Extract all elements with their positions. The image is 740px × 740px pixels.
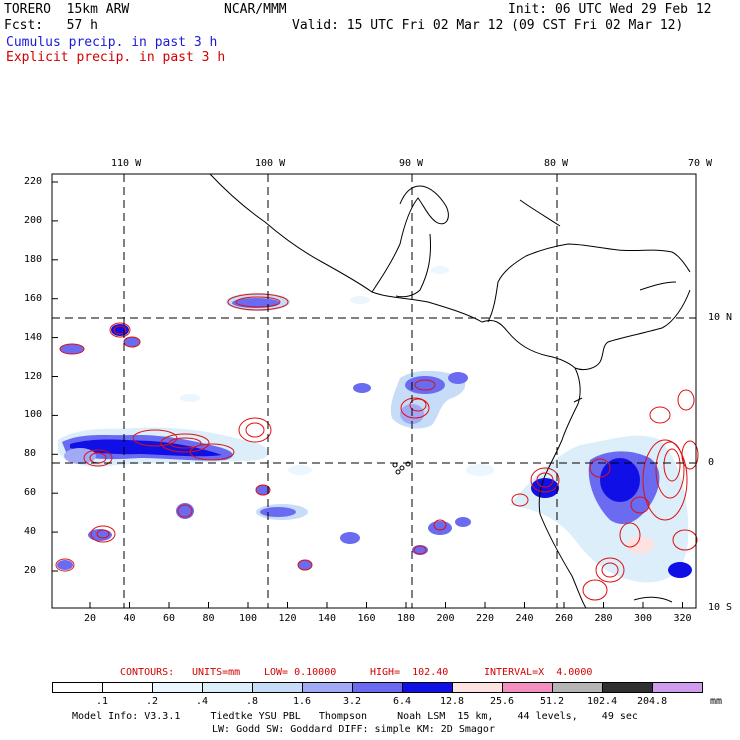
- model-title: TORERO 15km ARW: [4, 2, 130, 17]
- contour-low: LOW= 0.10000: [264, 667, 337, 678]
- contour-units: UNITS=mm: [192, 667, 241, 678]
- colorbar-swatch: [552, 682, 603, 693]
- x-tick-label: 140: [318, 613, 337, 624]
- colorbar-swatch: [252, 682, 303, 693]
- contour-title: CONTOURS:: [120, 667, 175, 678]
- lon-label-80w: 80 W: [544, 158, 569, 169]
- colorbar-swatch: [102, 682, 153, 693]
- x-tick-label: 120: [278, 613, 297, 624]
- precip-cell: [60, 344, 84, 354]
- colorbar-unit: mm: [710, 696, 723, 707]
- colorbar-swatch: [602, 682, 653, 693]
- precip-cell: [455, 517, 471, 527]
- x-tick-label: 200: [436, 613, 455, 624]
- x-tick-label: 220: [476, 613, 495, 624]
- colorbar-label: .4: [196, 696, 209, 707]
- x-tick-label: 160: [357, 613, 376, 624]
- y-tick-label: 40: [24, 526, 37, 538]
- colorbar-label: 12.8: [440, 696, 465, 707]
- colorbar-swatch: [352, 682, 403, 693]
- y-tick-label: 140: [24, 331, 43, 343]
- lon-label-100w: 100 W: [255, 158, 286, 169]
- contour-high: HIGH= 102.40: [370, 667, 449, 678]
- colorbar-label: .2: [146, 696, 159, 707]
- colorbar-label: .1: [96, 696, 109, 707]
- precip-cell: [353, 383, 371, 393]
- colorbar-swatch: [502, 682, 553, 693]
- colorbar-label: 204.8: [637, 696, 668, 707]
- precip-cell: [405, 376, 445, 394]
- x-tick-label: 240: [515, 613, 534, 624]
- x-tick-label: 20: [84, 613, 97, 624]
- precip-cell: [256, 485, 270, 495]
- lat-label-10n: 10 N: [708, 312, 733, 323]
- y-tick-label: 120: [24, 370, 43, 382]
- lon-label-70w: 70 W: [688, 158, 713, 169]
- x-tick-label: 180: [397, 613, 416, 624]
- colorbar-label: 3.2: [343, 696, 362, 707]
- x-tick-label: 100: [239, 613, 258, 624]
- x-tick-label: 80: [202, 613, 215, 624]
- colorbar-swatch: [402, 682, 453, 693]
- y-tick-label: 220: [24, 176, 43, 187]
- x-tick-label: 320: [673, 613, 692, 624]
- y-axis-ticks: [52, 181, 58, 572]
- explicit-precip-contours: [55, 293, 699, 601]
- colorbar-label: 102.4: [587, 696, 618, 707]
- precip-cell: [124, 337, 140, 347]
- init-time: Init: 06 UTC Wed 29 Feb 12: [508, 2, 712, 17]
- colorbar-label: 1.6: [293, 696, 312, 707]
- x-tick-label: 300: [634, 613, 653, 624]
- legend-explicit: Explicit precip. in past 3 h: [6, 50, 226, 65]
- x-tick-label: 40: [123, 613, 136, 624]
- precip-cell: [448, 372, 468, 384]
- x-tick-label: 60: [163, 613, 176, 624]
- footer-physics-info: LW: Godd SW: Goddard DIFF: simple KM: 2D…: [212, 724, 495, 735]
- center-name: NCAR/MMM: [224, 2, 287, 17]
- precip-cell: [626, 536, 654, 554]
- y-tick-label: 100: [24, 409, 43, 421]
- precip-cell: [668, 562, 692, 578]
- y-tick-label: 80: [24, 448, 37, 460]
- lon-label-110w: 110 W: [111, 158, 142, 169]
- lat-label-0: 0: [708, 457, 715, 468]
- colorbar-swatch: [152, 682, 203, 693]
- colorbar-swatch: [302, 682, 353, 693]
- precip-cell: [57, 560, 73, 570]
- colorbar-label: .8: [246, 696, 259, 707]
- cumulus-precip-field: [57, 266, 692, 583]
- precip-cell: [298, 560, 312, 570]
- y-tick-label: 20: [24, 565, 37, 576]
- colorbar-swatch: [52, 682, 103, 693]
- y-tick-label: 200: [24, 214, 43, 226]
- footer-model-info: Model Info: V3.3.1 Tiedtke YSU PBL Thomp…: [72, 711, 638, 722]
- plot-frame: [51, 173, 697, 609]
- colorbar-label: 6.4: [393, 696, 412, 707]
- lat-lon-grid: [52, 174, 696, 608]
- y-tick-label: 60: [24, 487, 37, 499]
- colorbar-label: 25.6: [490, 696, 515, 707]
- y-tick-label: 160: [24, 292, 43, 304]
- precip-cell: [340, 532, 360, 544]
- colorbar-swatch: [452, 682, 503, 693]
- lat-label-10s: 10 S: [708, 602, 733, 613]
- legend-cumulus: Cumulus precip. in past 3 h: [6, 35, 218, 50]
- colorbar-swatch: [652, 682, 703, 693]
- lon-label-90w: 90 W: [399, 158, 424, 169]
- x-tick-label: 280: [594, 613, 613, 624]
- coastlines: [209, 173, 691, 609]
- precip-cell: [428, 521, 452, 535]
- colorbar-label: 51.2: [540, 696, 565, 707]
- x-tick-label: 260: [555, 613, 574, 624]
- x-axis-ticks: [89, 602, 683, 608]
- precip-cell: [260, 507, 296, 517]
- precip-cell: [600, 458, 640, 502]
- valid-time: Valid: 15 UTC Fri 02 Mar 12 (09 CST Fri …: [292, 18, 684, 33]
- colorbar-swatch: [202, 682, 253, 693]
- forecast-hour: Fcst: 57 h: [4, 18, 98, 33]
- contour-interval: INTERVAL=X 4.0000: [484, 667, 593, 678]
- y-tick-label: 180: [24, 253, 43, 265]
